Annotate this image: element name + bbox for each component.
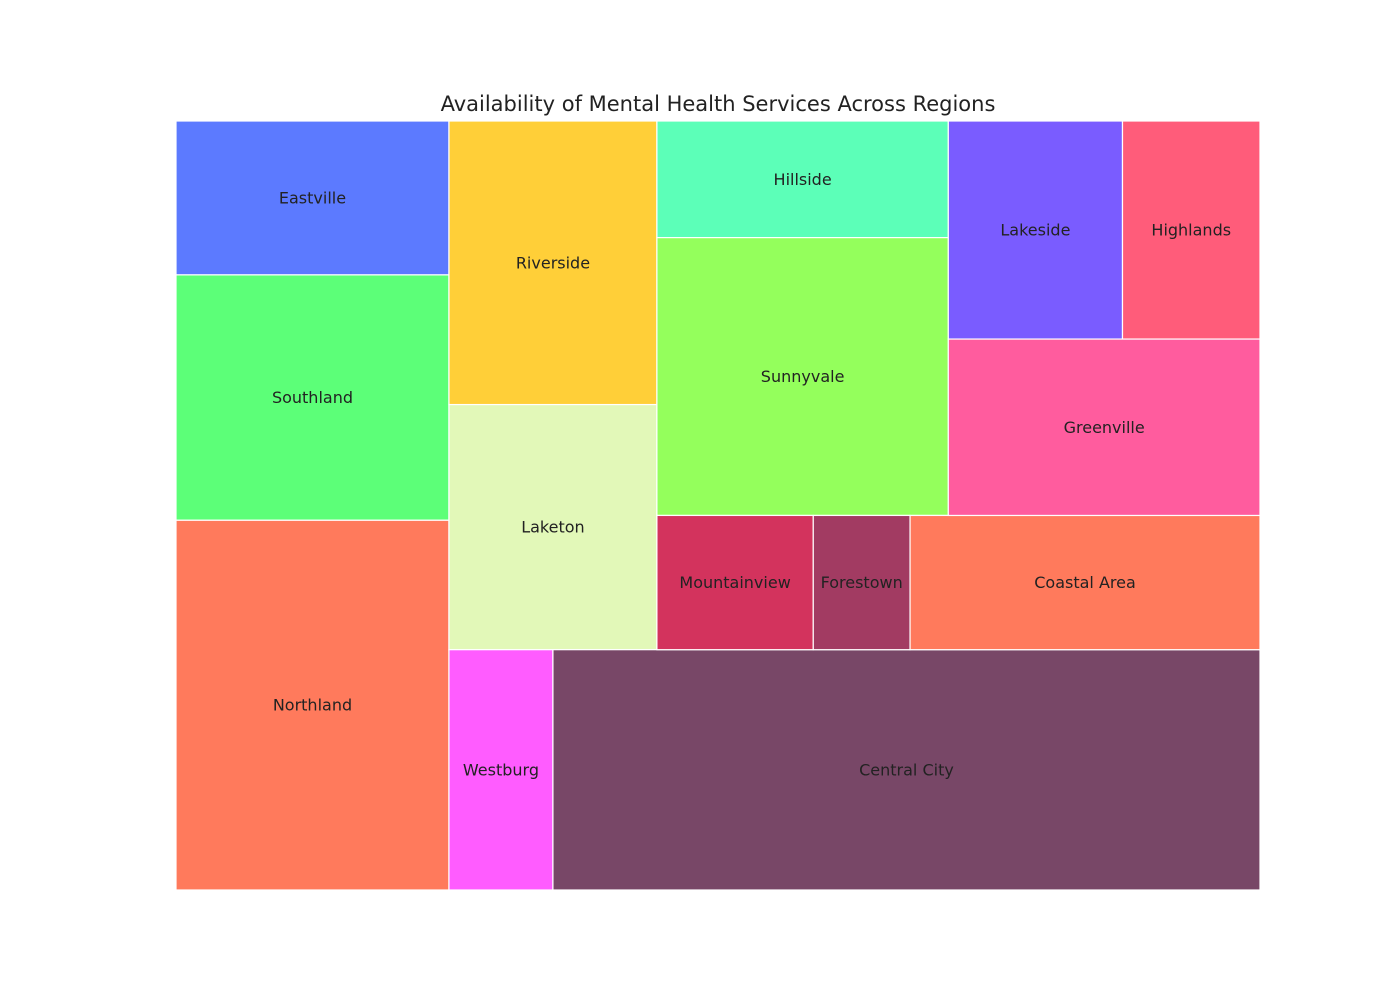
- tile-rect[interactable]: [656, 237, 949, 517]
- tile-label: Highlands: [1151, 221, 1231, 240]
- tile-label: Laketon: [521, 518, 584, 537]
- tile-rect[interactable]: [656, 120, 949, 239]
- tile-rect[interactable]: [552, 649, 1261, 891]
- chart-title: Availability of Mental Health Services A…: [440, 92, 996, 116]
- tile-label: Riverside: [516, 253, 590, 272]
- tile-highlands[interactable]: Highlands: [1121, 120, 1261, 340]
- tile-label: Mountainview: [679, 573, 790, 592]
- tile-rect[interactable]: [812, 514, 911, 651]
- tile-label: Forestown: [821, 573, 903, 592]
- tile-forestown[interactable]: Forestown: [812, 514, 911, 651]
- tile-sunnyvale[interactable]: Sunnyvale: [656, 237, 949, 517]
- tile-central-city[interactable]: Central City: [552, 649, 1261, 891]
- tile-hillside[interactable]: Hillside: [656, 120, 949, 239]
- tile-label: Coastal Area: [1034, 573, 1136, 592]
- tile-label: Southland: [272, 388, 353, 407]
- tile-rect[interactable]: [1121, 120, 1261, 340]
- tile-riverside[interactable]: Riverside: [448, 120, 658, 406]
- tile-rect[interactable]: [448, 649, 554, 891]
- tile-label: Sunnyvale: [761, 367, 845, 386]
- tile-rect[interactable]: [656, 514, 814, 651]
- tile-mountainview[interactable]: Mountainview: [656, 514, 814, 651]
- tile-southland[interactable]: Southland: [175, 274, 450, 521]
- tile-rect[interactable]: [448, 120, 658, 406]
- tile-label: Greenville: [1064, 418, 1145, 437]
- tile-label: Northland: [273, 696, 352, 715]
- tile-lakeside[interactable]: Lakeside: [947, 120, 1124, 340]
- tile-label: Eastville: [279, 188, 346, 207]
- tile-label: Central City: [859, 760, 954, 779]
- tile-laketon[interactable]: Laketon: [448, 403, 658, 651]
- tile-rect[interactable]: [909, 514, 1261, 651]
- tile-label: Lakeside: [1000, 221, 1070, 240]
- tile-coastal-area[interactable]: Coastal Area: [909, 514, 1261, 651]
- tile-rect[interactable]: [175, 519, 450, 891]
- tile-rect[interactable]: [947, 120, 1124, 340]
- tile-greenville[interactable]: Greenville: [947, 338, 1261, 517]
- tile-label: Hillside: [774, 170, 832, 189]
- tile-northland[interactable]: Northland: [175, 519, 450, 891]
- tile-westburg[interactable]: Westburg: [448, 649, 554, 891]
- tile-eastville[interactable]: Eastville: [175, 120, 450, 276]
- tile-rect[interactable]: [175, 120, 450, 276]
- tile-rect[interactable]: [947, 338, 1261, 517]
- tile-label: Westburg: [463, 760, 539, 779]
